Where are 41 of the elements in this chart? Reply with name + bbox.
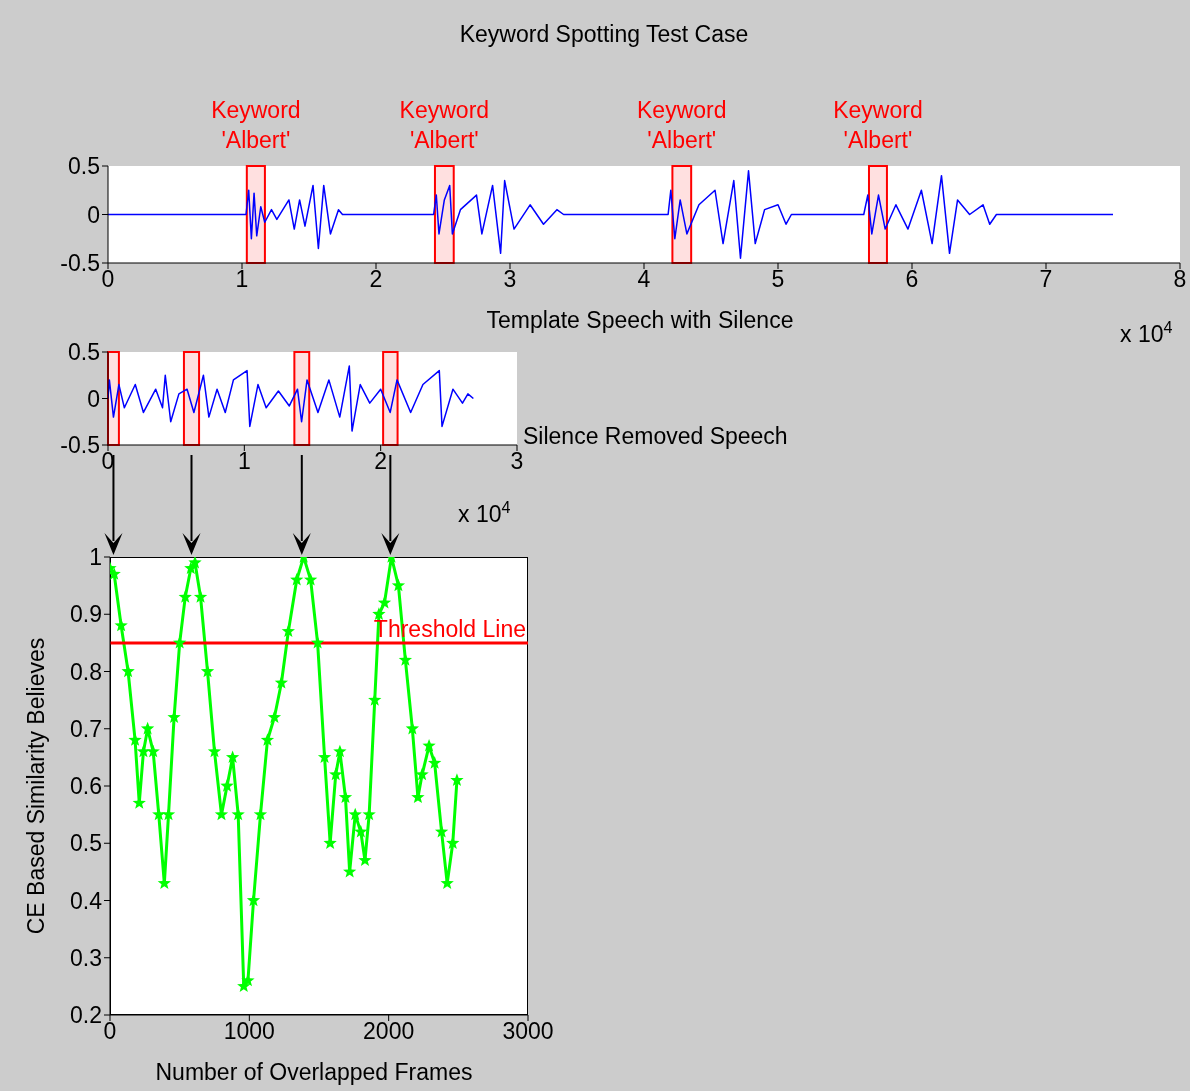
y-tick-label: 0 (87, 201, 100, 228)
text: x 10$^{4}$ (1120, 318, 1173, 347)
x-axis-title: Template Speech with Silence (486, 307, 794, 333)
x-tick-label: 1000 (223, 1018, 275, 1045)
chart-title: Keyword Spotting Test Case (459, 21, 749, 47)
x-tick-label: 1 (235, 266, 249, 293)
line-series (108, 365, 475, 432)
y-tick-label: 0.5 (68, 339, 100, 366)
y-tick-label: -0.5 (60, 250, 100, 277)
x-tick-label: 2000 (363, 1018, 415, 1045)
x-axis-title: Number of Overlapped Frames (155, 1059, 473, 1085)
x-tick-label: 3 (510, 448, 524, 475)
band-label: Keyword 'Albert' (637, 97, 727, 153)
y-tick-label: 0.6 (70, 773, 102, 800)
y-tick-label: 0.7 (70, 715, 102, 742)
y-axis-title: CE Based Similarity Believes (23, 637, 49, 935)
x-tick-label: 3000 (502, 1018, 554, 1045)
y-tick-label: 0.3 (70, 944, 102, 971)
text: x 10$^{4}$ (458, 498, 511, 527)
x-tick-label: 8 (1173, 266, 1187, 293)
band-label: Keyword 'Albert' (211, 97, 301, 153)
y-tick-label: -0.5 (60, 432, 100, 459)
y-tick-label: 0.9 (70, 601, 102, 628)
y-tick-label: 0.2 (70, 1002, 102, 1029)
x-tick-label: 5 (771, 266, 785, 293)
y-tick-label: 0.5 (70, 830, 102, 857)
band-label: Keyword 'Albert' (399, 97, 490, 153)
x-tick-label: 1 (237, 448, 251, 475)
y-tick-label: 0.5 (68, 153, 100, 180)
x-tick-label: 7 (1039, 266, 1053, 293)
band-label: Keyword 'Albert' (833, 97, 923, 153)
x-tick-label: 2 (369, 266, 383, 293)
x-axis-title: Silence Removed Speech (523, 423, 788, 449)
y-tick-label: 1 (89, 544, 102, 571)
x-tick-label: 4 (637, 266, 651, 293)
x-tick-label: 3 (503, 266, 517, 293)
x-tick-label: 2 (374, 448, 388, 475)
y-tick-label: 0 (87, 385, 100, 412)
y-tick-label: 0.8 (70, 658, 102, 685)
y-tick-label: 0.4 (70, 887, 103, 914)
x-tick-label: 6 (905, 266, 919, 293)
